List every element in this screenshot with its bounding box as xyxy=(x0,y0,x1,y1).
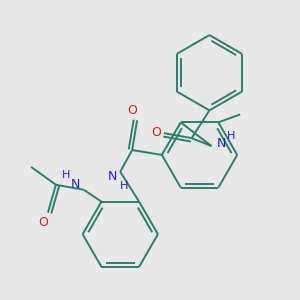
Text: N: N xyxy=(217,136,226,150)
Text: H: H xyxy=(120,181,128,191)
Text: H: H xyxy=(227,131,236,141)
Text: O: O xyxy=(151,126,161,139)
Text: N: N xyxy=(108,170,117,183)
Text: O: O xyxy=(38,216,48,229)
Text: H: H xyxy=(61,170,70,180)
Text: O: O xyxy=(127,104,137,117)
Text: N: N xyxy=(71,178,80,191)
